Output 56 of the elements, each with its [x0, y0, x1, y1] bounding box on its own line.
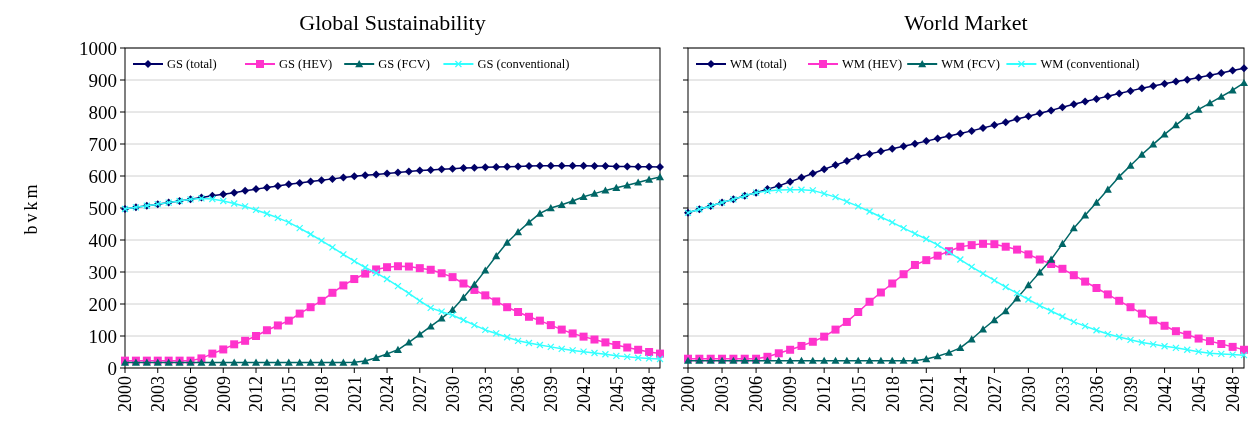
y-tick-label: 200 — [88, 293, 117, 315]
x-tick-label: 2030 — [442, 376, 463, 412]
x-tick-label: 2048 — [1222, 376, 1243, 412]
y-axis-title: bvkm — [21, 181, 41, 235]
y-tick-label: 500 — [88, 197, 117, 219]
x-tick-label: 2000 — [678, 376, 699, 412]
legend-label: GS (total) — [167, 57, 217, 72]
chart-title: World Market — [904, 10, 1028, 35]
y-tick-label: 600 — [88, 165, 117, 187]
x-tick-label: 2000 — [115, 376, 136, 412]
legend-label: GS (FCV) — [378, 57, 430, 72]
legend-label: GS (conventional) — [477, 57, 570, 72]
y-tick-label: 0 — [107, 357, 117, 379]
x-tick-label: 2042 — [1154, 376, 1175, 412]
legend-label: GS (HEV) — [279, 57, 333, 72]
y-tick-label: 400 — [88, 229, 117, 251]
x-tick-label: 2009 — [780, 376, 801, 412]
x-tick-label: 2033 — [1052, 376, 1073, 412]
x-tick-label: 2027 — [410, 376, 431, 412]
x-tick-label: 2042 — [573, 376, 594, 412]
y-tick-label: 900 — [88, 69, 117, 91]
x-tick-label: 2039 — [1120, 376, 1141, 412]
x-tick-label: 2003 — [712, 376, 733, 412]
legend-label: WM (FCV) — [941, 57, 1000, 72]
x-tick-label: 2045 — [1188, 376, 1209, 412]
legend-label: WM (HEV) — [842, 57, 903, 72]
x-tick-label: 2030 — [1018, 376, 1039, 412]
x-tick-label: 2033 — [475, 376, 496, 412]
y-tick-label: 1000 — [79, 37, 117, 59]
x-tick-label: 2012 — [246, 376, 267, 412]
x-tick-label: 2018 — [311, 376, 332, 412]
x-tick-label: 2021 — [344, 376, 365, 412]
legend-label: WM (total) — [730, 57, 787, 72]
x-tick-label: 2027 — [984, 376, 1005, 412]
x-tick-label: 2024 — [950, 376, 971, 412]
y-tick-label: 100 — [88, 325, 117, 347]
x-tick-label: 2018 — [882, 376, 903, 412]
x-tick-label: 2003 — [148, 376, 169, 412]
x-tick-label: 2006 — [180, 376, 201, 412]
x-tick-label: 2036 — [1086, 376, 1107, 412]
x-tick-label: 2009 — [213, 376, 234, 412]
x-tick-label: 2021 — [916, 376, 937, 412]
x-tick-label: 2015 — [848, 376, 869, 412]
y-tick-label: 300 — [88, 261, 117, 283]
x-tick-label: 2024 — [377, 376, 398, 412]
x-tick-label: 2045 — [606, 376, 627, 412]
x-tick-label: 2036 — [508, 376, 529, 412]
x-tick-label: 2039 — [541, 376, 562, 412]
y-tick-label: 800 — [88, 101, 117, 123]
chart-title: Global Sustainability — [299, 10, 486, 35]
legend-label: WM (conventional) — [1040, 57, 1140, 72]
x-tick-label: 2006 — [746, 376, 767, 412]
y-tick-label: 700 — [88, 133, 117, 155]
x-tick-label: 2015 — [279, 376, 300, 412]
x-tick-label: 2012 — [814, 376, 835, 412]
x-tick-label: 2048 — [639, 376, 660, 412]
